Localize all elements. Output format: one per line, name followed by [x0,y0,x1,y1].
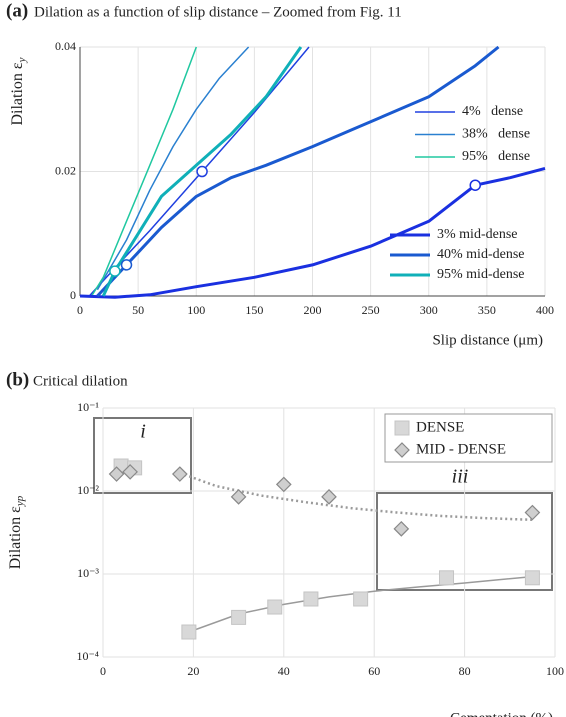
data-line [101,46,303,297]
legend-label: 40% mid-dense [437,247,524,262]
legend-label: 3% mid-dense [437,227,517,242]
legend-label: 95% mid-dense [437,267,524,282]
region-box [93,417,192,494]
point-diamond [321,489,337,505]
x-tick-label: 80 [459,664,471,678]
point-diamond [171,466,188,482]
y-axis-label: Dilation εy [9,57,28,125]
data-line [79,166,546,299]
x-tick-label: 20 [187,664,199,678]
y-axis-label-sub: yp [14,495,26,507]
x-tick-label: 100 [546,664,564,678]
point-square [267,599,283,615]
y-tick-label: 10⁻³ [77,566,99,580]
x-tick-label: 50 [132,303,144,317]
legend-label: 38% dense [462,127,530,142]
annotation: iii [452,466,469,488]
point-square [231,609,247,625]
point-square [439,570,455,586]
x-tick-label: 350 [478,303,496,317]
data-line [90,46,198,297]
y-axis-label: Dilation εyp [7,495,26,569]
y-tick-label: 0.04 [55,39,76,53]
point-marker [196,165,208,178]
legend-label: 4% dense [462,104,523,119]
point-square [394,420,410,436]
point-square [181,624,197,640]
point-square [303,591,319,607]
x-axis-label: Slip distance (μm) [432,332,543,348]
point-marker [469,179,481,191]
legend-label: 95% dense [462,149,530,164]
x-tick-label: 150 [245,303,263,317]
y-tick-label: 0.02 [55,163,76,177]
point-marker [120,259,133,271]
fit-line [188,575,533,633]
point-diamond [122,464,138,480]
point-diamond [108,466,125,482]
point-diamond [393,520,410,537]
point-diamond [524,504,541,521]
legend-box [384,413,553,463]
y-axis-label-sub: y [16,57,28,63]
chart-title: Dilation as a function of slip distance … [34,4,402,20]
data-line [96,45,500,298]
x-tick-label: 300 [420,303,438,317]
y-tick-label: 10⁻⁴ [76,649,99,663]
y-tick-label: 0 [70,288,76,302]
annotation: i [140,421,146,443]
chart-title: Critical dilation [33,373,128,389]
x-tick-label: 0 [77,303,83,317]
point-diamond [394,442,410,458]
point-square [524,570,540,586]
y-axis-label-main: Dilation ε [7,506,24,569]
panel-label: (b) [6,369,29,390]
x-tick-label: 0 [100,664,106,678]
x-tick-label: 200 [304,303,322,317]
x-tick-label: 400 [536,303,554,317]
x-tick-label: 40 [278,664,290,678]
legend-label: DENSE [416,419,464,435]
legend-label: MID - DENSE [416,441,506,457]
x-axis-label: Cementation (%) [450,710,553,717]
x-tick-label: 250 [362,303,380,317]
fit-line [179,471,533,522]
point-diamond [275,476,292,493]
point-marker [109,265,121,277]
point-square [353,591,369,607]
x-tick-label: 60 [368,664,380,678]
y-tick-label: 10⁻¹ [77,400,99,414]
data-line [96,46,250,291]
x-tick-label: 100 [187,303,205,317]
point-diamond [230,489,247,505]
y-tick-label: 10⁻² [77,483,99,497]
panel-label: (a) [6,0,28,21]
y-axis-label-main: Dilation ε [9,62,26,125]
